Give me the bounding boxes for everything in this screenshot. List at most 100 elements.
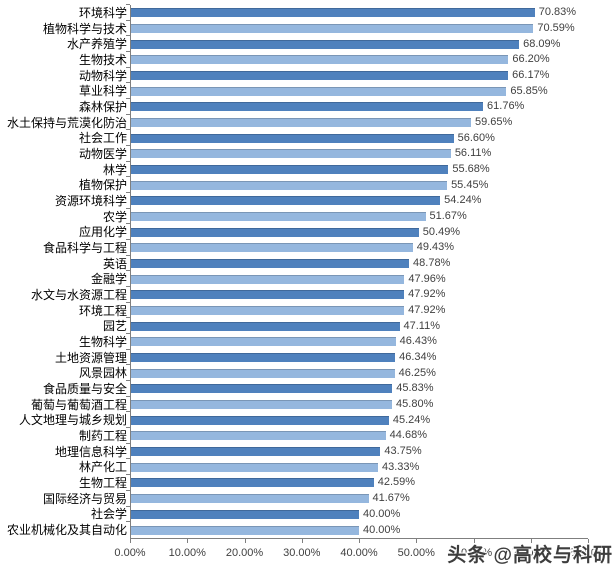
category-label: 食品科学与工程 (42, 240, 127, 255)
bar (131, 149, 451, 159)
bar-row: 环境科学 70.83% (0, 4, 587, 21)
bar-track: 47.92% (126, 301, 587, 319)
bar-track: 54.24% (126, 192, 587, 209)
x-axis-tick (187, 539, 189, 543)
bar-rows: 环境科学 70.83% 植物科学与技术 70.59% 水产养殖学 68.09% 生物技术 66… (0, 4, 587, 538)
bar (131, 462, 378, 472)
value-label: 70.83% (538, 6, 577, 19)
bar-track: 41.67% (126, 489, 587, 507)
bar (131, 400, 393, 410)
category-label: 葡萄与葡萄酒工程 (30, 397, 127, 412)
bar (131, 55, 509, 65)
bar (131, 118, 471, 128)
bar (131, 494, 369, 504)
value-label: 54.24% (444, 194, 482, 207)
bar (131, 478, 374, 488)
bar (131, 24, 534, 33)
x-axis-tick-label: 40.00% (340, 547, 378, 559)
bar-row: 水土保持与荒漠化防治 59.65% (0, 113, 587, 131)
value-label: 48.78% (413, 257, 451, 270)
bar-row: 社会工作 56.60% (0, 129, 587, 147)
bar-track: 56.60% (126, 129, 587, 147)
bar-row: 水产养殖学 68.09% (0, 35, 587, 53)
bar-track: 44.68% (126, 427, 587, 444)
x-axis-tick (130, 539, 131, 543)
bar-row: 环境工程 47.92% (0, 301, 587, 319)
bar (131, 259, 410, 269)
bar-track: 47.92% (126, 286, 587, 303)
bar-track: 42.59% (126, 474, 587, 491)
value-label: 46.43% (399, 335, 437, 348)
category-label: 生物技术 (78, 52, 127, 67)
bar (131, 8, 535, 18)
bar-track: 50.49% (126, 223, 587, 241)
category-label: 水产养殖学 (66, 37, 127, 52)
watermark: 头条 @高校与科研 (447, 545, 613, 566)
value-label: 40.00% (363, 523, 401, 536)
bar-track: 49.43% (126, 239, 587, 256)
bar-track: 48.78% (126, 254, 587, 272)
x-axis-tick (359, 539, 360, 543)
bar-track: 45.83% (126, 380, 587, 397)
bar-track: 70.59% (126, 19, 587, 37)
x-axis-tick-label: 60.00% (454, 547, 493, 559)
bar-track: 45.24% (126, 411, 587, 429)
value-label: 66.17% (512, 69, 550, 82)
category-label: 环境科学 (78, 5, 127, 20)
bar (131, 525, 359, 535)
bar-row: 园艺 47.11% (0, 317, 587, 335)
value-label: 43.75% (384, 445, 422, 458)
category-label: 金融学 (90, 272, 127, 287)
category-label: 土地资源管理 (54, 350, 127, 365)
bar (131, 321, 400, 331)
value-label: 56.11% (454, 147, 492, 160)
value-label: 47.96% (408, 272, 446, 285)
value-label: 66.20% (512, 53, 550, 66)
bar-row: 水文与水资源工程 47.92% (0, 286, 587, 303)
value-label: 45.24% (392, 413, 431, 426)
value-label: 49.43% (416, 241, 455, 254)
value-label: 45.80% (396, 398, 434, 411)
category-label: 动物科学 (78, 68, 127, 83)
bar (131, 39, 520, 49)
bar (131, 509, 359, 519)
category-label: 植物保护 (78, 178, 127, 193)
category-label: 水文与水资源工程 (30, 287, 127, 302)
value-label: 46.34% (399, 351, 437, 364)
bar-row: 农业机械化及其自动化 40.00% (0, 521, 587, 538)
category-label: 风景园林 (78, 366, 127, 381)
category-label: 植物科学与技术 (42, 21, 127, 36)
bar-row: 森林保护 61.76% (0, 98, 587, 115)
bar (131, 306, 405, 316)
category-label: 社会工作 (78, 131, 127, 146)
category-label: 食品质量与安全 (42, 381, 127, 396)
bar-track: 46.43% (126, 333, 587, 350)
bar (131, 133, 454, 143)
bar (131, 431, 386, 441)
x-axis-tick-label: 80.00% (569, 547, 607, 559)
bar-row: 英语 48.78% (0, 254, 587, 272)
x-axis-tick (301, 539, 303, 543)
bar-track: 56.11% (126, 145, 587, 162)
bar (131, 337, 396, 347)
value-label: 43.33% (381, 460, 420, 473)
category-label: 生物科学 (78, 334, 127, 349)
value-label: 46.25% (398, 366, 436, 379)
value-label: 55.45% (451, 178, 489, 191)
value-label: 65.85% (510, 84, 548, 97)
value-label: 41.67% (372, 492, 410, 505)
bar-track: 66.17% (126, 66, 587, 84)
bar (131, 180, 448, 190)
bar-row: 应用化学 50.49% (0, 223, 587, 241)
bar-row: 制药工程 44.68% (0, 427, 587, 444)
category-label: 园艺 (102, 319, 127, 334)
x-axis-tick (530, 539, 532, 543)
bar-track: 43.33% (126, 458, 587, 476)
bar-row: 林产化工 43.33% (0, 458, 587, 476)
bar (131, 274, 405, 284)
bar (131, 227, 419, 237)
category-label: 英语 (102, 256, 127, 271)
category-label: 应用化学 (78, 225, 127, 240)
category-label: 生物工程 (78, 475, 127, 490)
